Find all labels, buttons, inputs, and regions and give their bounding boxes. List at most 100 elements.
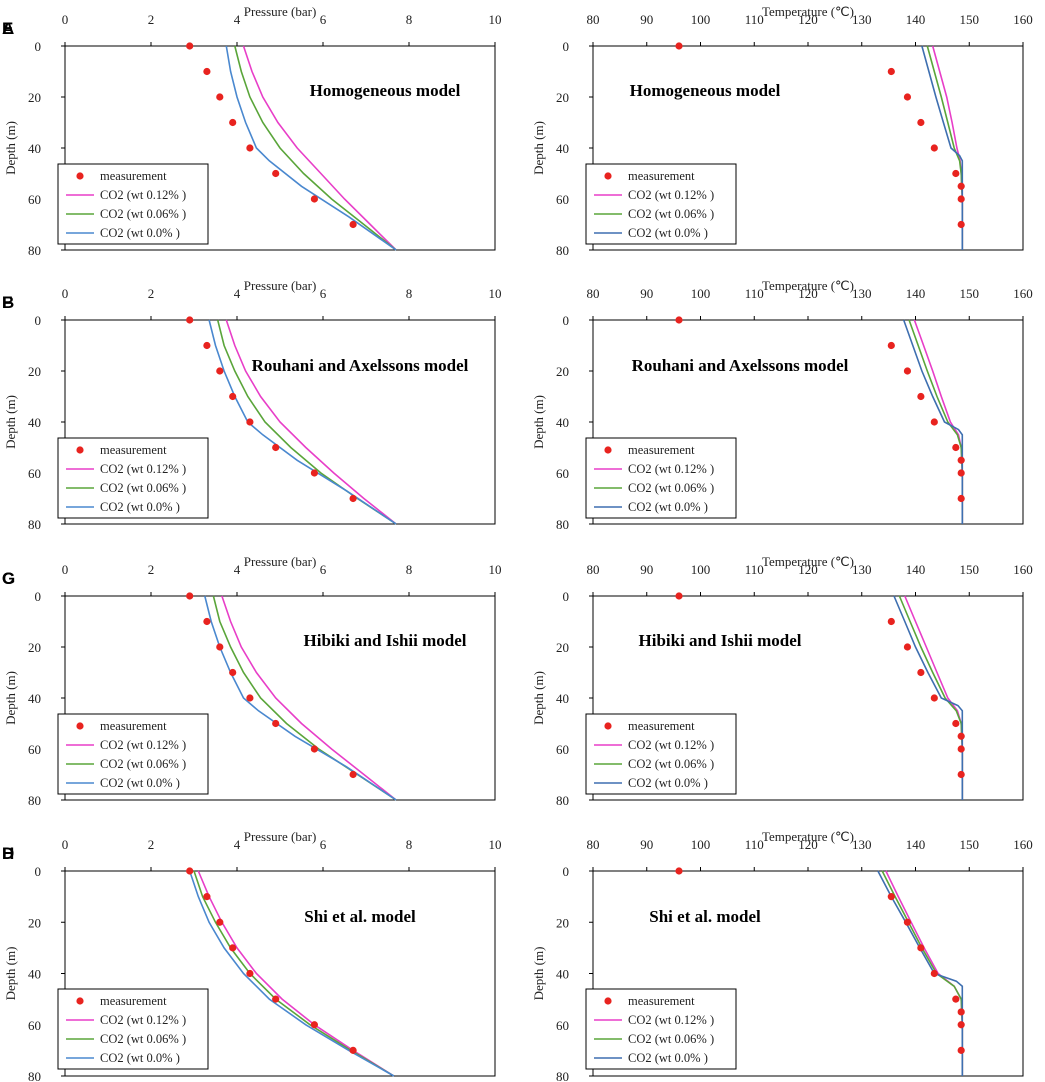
measurement-point bbox=[229, 118, 237, 127]
legend-marker-measurement bbox=[76, 446, 84, 454]
series-line-co2-012 bbox=[225, 319, 397, 525]
y-tick-label: 0 bbox=[35, 39, 42, 54]
x-tick-label: 6 bbox=[320, 286, 327, 301]
x-tick-label: 80 bbox=[587, 837, 600, 852]
panel-letter: H bbox=[2, 844, 14, 863]
measurement-point bbox=[186, 316, 194, 324]
legend: measurement CO2 (wt 0.12% ) CO2 (wt 0.06% … bbox=[57, 988, 209, 1070]
y-tick-label: 20 bbox=[556, 640, 569, 655]
legend-label-co2-012: CO2 (wt 0.12% ) bbox=[100, 188, 186, 202]
y-tick-label: 0 bbox=[563, 313, 570, 328]
x-tick-label: 140 bbox=[906, 837, 926, 852]
series-line-co2-012 bbox=[242, 45, 397, 251]
legend-label-co2-012: CO2 (wt 0.12% ) bbox=[100, 462, 186, 476]
measurement-point bbox=[957, 1046, 965, 1054]
x-tick-label: 8 bbox=[406, 837, 413, 852]
model-title: Homogeneous model bbox=[310, 81, 461, 100]
legend: measurement CO2 (wt 0.12% ) CO2 (wt 0.06% … bbox=[585, 713, 737, 795]
x-tick-label: 4 bbox=[234, 286, 241, 301]
measurement-point bbox=[887, 893, 895, 901]
measurement-point bbox=[216, 93, 224, 101]
legend-label-measurement: measurement bbox=[628, 169, 695, 183]
measurement-point bbox=[903, 93, 912, 101]
y-tick-label: 40 bbox=[556, 141, 569, 156]
y-tick-label: 0 bbox=[35, 864, 42, 879]
y-tick-label: 40 bbox=[556, 967, 569, 982]
measurement-point bbox=[229, 668, 237, 677]
y-axis-title: Depth (m) bbox=[531, 121, 546, 175]
series-line-co2-000 bbox=[921, 45, 964, 250]
legend-label-co2-006: CO2 (wt 0.06% ) bbox=[628, 1032, 714, 1046]
x-tick-label: 90 bbox=[640, 12, 653, 27]
legend-label-co2-000: CO2 (wt 0.0% ) bbox=[100, 1051, 180, 1065]
measurement-point bbox=[887, 617, 895, 626]
y-tick-label: 20 bbox=[28, 364, 41, 379]
x-tick-label: 0 bbox=[62, 562, 69, 577]
x-tick-label: 120 bbox=[798, 12, 818, 27]
measurement-point bbox=[675, 867, 683, 875]
legend-marker-measurement bbox=[76, 722, 84, 730]
legend-label-co2-006: CO2 (wt 0.06% ) bbox=[100, 481, 186, 495]
measurement-point bbox=[675, 42, 683, 50]
measurement-point bbox=[957, 770, 965, 779]
legend-label-co2-012: CO2 (wt 0.12% ) bbox=[100, 738, 186, 752]
legend-label-measurement: measurement bbox=[628, 994, 695, 1008]
measurement-point bbox=[229, 392, 237, 401]
measurement-point bbox=[216, 367, 224, 375]
y-tick-label: 60 bbox=[556, 192, 569, 207]
chart-panel-a: A 0 2 4 6 8 10 Pressure (bar) 0 20 40 60 80 Depth (m)… bbox=[2, 4, 502, 258]
chart-panel-b: B 0 2 4 6 8 10 Pressure (bar) 0 20 40 60 80 Depth (m)… bbox=[2, 278, 502, 532]
legend-label-co2-000: CO2 (wt 0.0% ) bbox=[628, 776, 708, 790]
legend: measurement CO2 (wt 0.12% ) CO2 (wt 0.06% … bbox=[57, 437, 209, 519]
y-tick-label: 20 bbox=[556, 364, 569, 379]
series-line-co2-012 bbox=[913, 319, 964, 524]
y-tick-label: 80 bbox=[28, 517, 41, 532]
x-axis-title: Temperature (℃) bbox=[762, 278, 854, 293]
measurement-point bbox=[349, 1046, 357, 1054]
measurement-point bbox=[957, 732, 965, 740]
measurement-point bbox=[310, 745, 318, 753]
y-tick-label: 0 bbox=[35, 313, 42, 328]
x-tick-label: 150 bbox=[960, 286, 980, 301]
measurement-point bbox=[246, 418, 254, 426]
legend-marker-measurement bbox=[604, 997, 612, 1005]
legend-label-co2-000: CO2 (wt 0.0% ) bbox=[628, 226, 708, 240]
y-axis-title: Depth (m) bbox=[531, 395, 546, 449]
y-axis-title: Depth (m) bbox=[531, 947, 546, 1001]
y-tick-label: 20 bbox=[28, 915, 41, 930]
panel-letter: C bbox=[2, 569, 14, 588]
legend-marker-measurement bbox=[604, 446, 612, 454]
x-axis-title: Pressure (bar) bbox=[244, 278, 317, 293]
x-tick-label: 120 bbox=[798, 286, 818, 301]
measurement-point bbox=[957, 195, 965, 203]
panel-letter: F bbox=[2, 293, 12, 312]
measurement-point bbox=[272, 995, 280, 1003]
legend-label-measurement: measurement bbox=[100, 994, 167, 1008]
measurement-point bbox=[203, 617, 211, 626]
legend-label-co2-000: CO2 (wt 0.0% ) bbox=[100, 776, 180, 790]
legend: measurement CO2 (wt 0.12% ) CO2 (wt 0.06% … bbox=[585, 437, 737, 519]
measurement-point bbox=[246, 969, 254, 978]
x-tick-label: 100 bbox=[691, 562, 711, 577]
x-tick-label: 4 bbox=[234, 562, 241, 577]
legend-label-co2-012: CO2 (wt 0.12% ) bbox=[628, 1013, 714, 1027]
x-tick-label: 90 bbox=[640, 837, 653, 852]
measurement-point bbox=[246, 694, 254, 702]
measurement-point bbox=[930, 694, 938, 702]
legend-label-measurement: measurement bbox=[628, 719, 695, 733]
legend-label-co2-000: CO2 (wt 0.0% ) bbox=[100, 500, 180, 514]
measurement-point bbox=[952, 443, 960, 452]
measurement-point bbox=[675, 592, 683, 600]
measurement-point bbox=[246, 144, 254, 152]
series-line-co2-000 bbox=[188, 870, 395, 1077]
x-tick-label: 2 bbox=[148, 837, 155, 852]
measurement-point bbox=[952, 995, 960, 1003]
y-tick-label: 20 bbox=[556, 90, 569, 105]
x-tick-label: 160 bbox=[1013, 837, 1033, 852]
measurement-point bbox=[930, 144, 938, 152]
series-line-co2-012 bbox=[221, 595, 397, 801]
y-tick-label: 40 bbox=[28, 967, 41, 982]
y-tick-label: 40 bbox=[556, 691, 569, 706]
legend-label-co2-006: CO2 (wt 0.06% ) bbox=[100, 207, 186, 221]
measurement-point bbox=[957, 182, 965, 190]
